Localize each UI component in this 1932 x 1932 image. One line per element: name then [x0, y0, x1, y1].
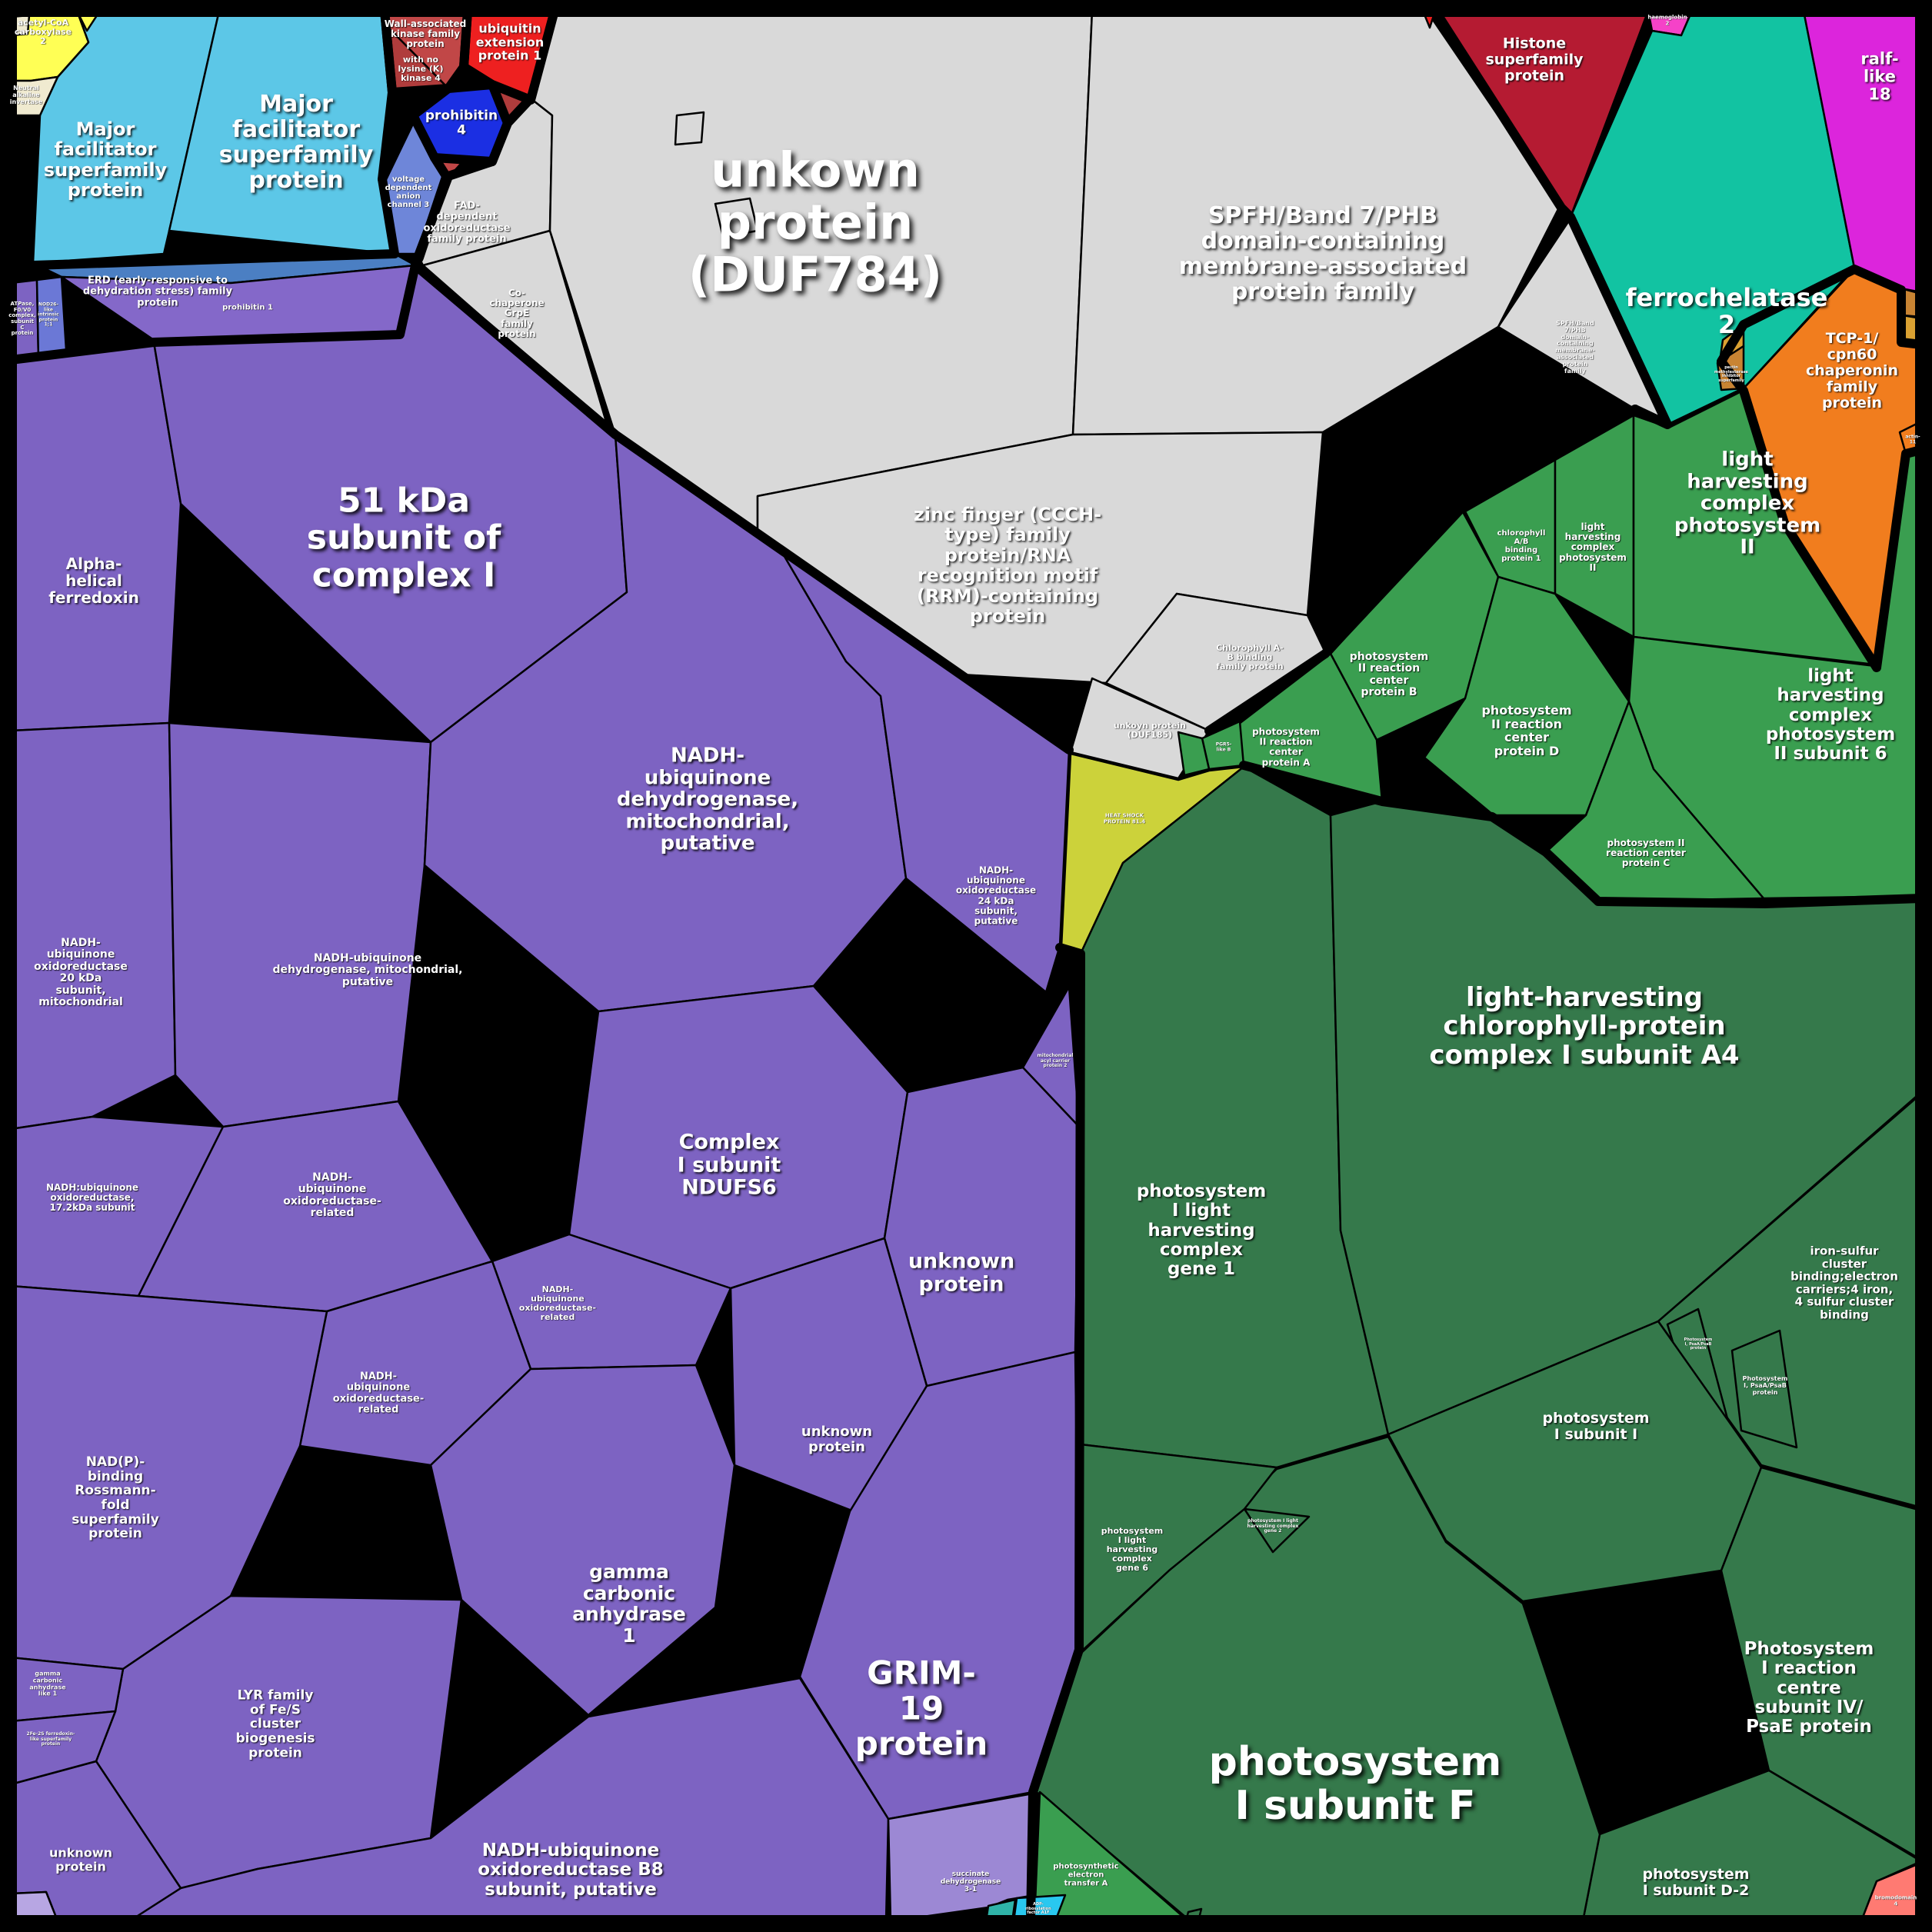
cell-gene2[interactable]: [1243, 1507, 1311, 1554]
cell-dehydro2[interactable]: [168, 721, 432, 1128]
cell-n24[interactable]: [779, 548, 1071, 994]
cell-n20[interactable]: [9, 721, 177, 1131]
cell-gca1[interactable]: [429, 1364, 736, 1717]
boundary-green-upper-lower: [1239, 761, 1926, 908]
boundary-gray-left: [411, 94, 535, 270]
boundary-purple-top: [6, 261, 420, 365]
boundary-purple-green: [1026, 943, 1085, 1926]
boundary-orange: [1717, 265, 1926, 672]
cell-nod26[interactable]: [35, 275, 68, 361]
boundary-gray-purple: [411, 261, 1074, 754]
cell-greentiny[interactable]: [1177, 731, 1211, 777]
boundary-gray-green: [1204, 405, 1640, 735]
cell-psaab2[interactable]: [1730, 1329, 1798, 1449]
cell-alpha[interactable]: [9, 341, 182, 732]
cell-micro1[interactable]: [714, 197, 759, 238]
cell-duf185[interactable]: [1069, 677, 1211, 780]
boundary-gray-histone: [1431, 6, 1672, 429]
cell-micro2[interactable]: [674, 111, 705, 146]
